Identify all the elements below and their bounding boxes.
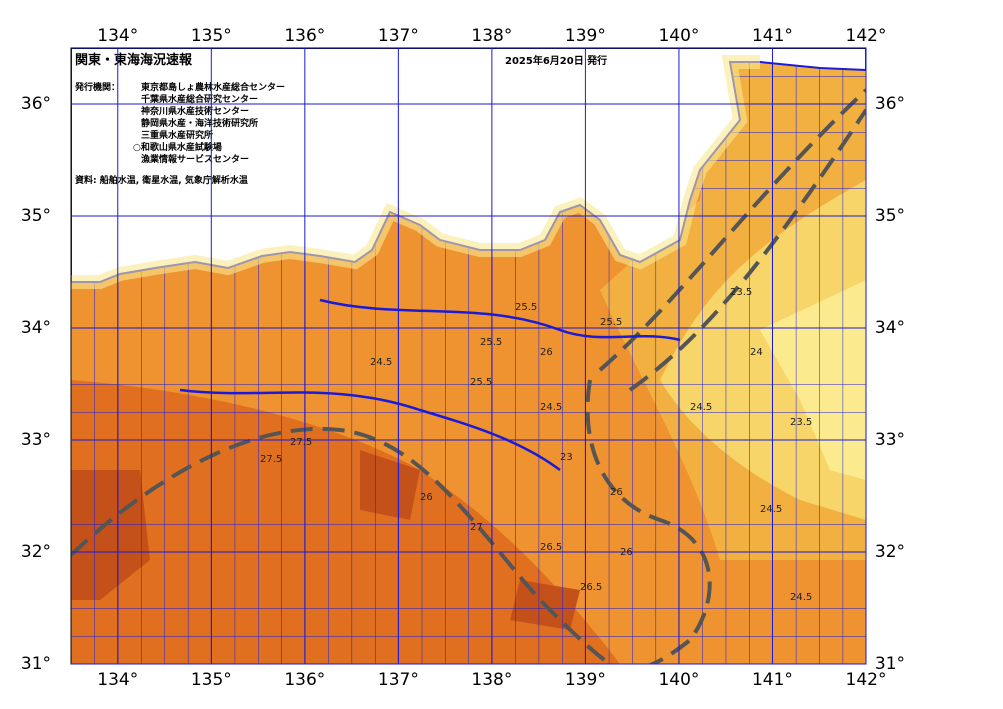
contour-label: 26 (540, 347, 553, 358)
kuroshio-branch (585, 379, 712, 664)
contour-label: 27 (470, 522, 483, 533)
isotherm (179, 298, 681, 472)
contour-labels: 25.5 26 25.5 24.5 25.5 24.5 27.5 27.5 26 26.5 26 27… (260, 287, 812, 603)
contour-label: 24.5 (690, 402, 712, 413)
y-tick-label: 32° (21, 542, 51, 562)
contour-label: 25.5 (515, 302, 537, 313)
contour-label: 26 (420, 492, 433, 503)
x-tick-label: 139° (565, 670, 606, 690)
contour-label: 24.5 (760, 504, 782, 515)
contour-label: 27.5 (260, 454, 282, 465)
x-tick-label: 140° (658, 670, 699, 690)
contour-label: 24.5 (540, 402, 562, 413)
x-tick-label: 141° (752, 670, 793, 690)
x-tick-label: 135° (191, 670, 232, 690)
y-tick-label: 33° (875, 430, 905, 450)
contour-label: 25.5 (470, 377, 492, 388)
kuroshio-north (628, 108, 866, 392)
contour-label: 23 (560, 452, 573, 463)
contour-label: 26.5 (580, 582, 602, 593)
contour-label: 27.5 (290, 437, 312, 448)
x-tick-label: 135° (191, 26, 232, 46)
x-tick-label: 137° (378, 670, 419, 690)
y-tick-label: 33° (21, 430, 51, 450)
axis-ticks: 134° 134° 135° 135° 136° 136° 137° 137° 138° 138°… (21, 26, 905, 690)
contour-label: 25.5 (600, 317, 622, 328)
contour-label: 26.5 (540, 542, 562, 553)
contour-label: 23.5 (790, 417, 812, 428)
y-tick-label: 34° (21, 318, 51, 338)
agency: ○和歌山県水産試験場 (133, 141, 222, 153)
x-tick-label: 140° (658, 26, 699, 46)
kuroshio-north-2 (598, 88, 866, 372)
y-tick-label: 31° (21, 654, 51, 674)
x-tick-label: 134° (97, 670, 138, 690)
x-tick-label: 134° (97, 26, 138, 46)
x-tick-label: 139° (565, 26, 606, 46)
x-tick-label: 137° (378, 26, 419, 46)
y-tick-label: 36° (875, 94, 905, 114)
x-tick-label: 136° (284, 26, 325, 46)
y-tick-label: 34° (875, 318, 905, 338)
source: 資料: 船舶水温, 衛星水温, 気象庁解析水温 (75, 174, 248, 186)
y-tick-label: 31° (875, 654, 905, 674)
agency: 東京都島しょ農林水産総合センター (141, 81, 285, 93)
y-tick-label: 36° (21, 94, 51, 114)
agency-list: 東京都島しょ農林水産総合センター千葉県水産総合研究センター神奈川県水産技術センタ… (133, 81, 285, 165)
contour-label: 25.5 (480, 337, 502, 348)
contour-label: 24 (750, 347, 763, 358)
x-tick-label: 138° (471, 26, 512, 46)
y-tick-label: 35° (21, 206, 51, 226)
agency: 三重県水産研究所 (141, 129, 213, 141)
agency: 静岡県水産・海洋技術研究所 (141, 117, 258, 129)
x-tick-label: 136° (284, 670, 325, 690)
x-tick-label: 138° (471, 670, 512, 690)
agency: 漁業情報サービスセンター (141, 153, 249, 165)
contour-label: 26 (620, 547, 633, 558)
contour-label: 24.5 (790, 592, 812, 603)
contour-label: 26 (610, 487, 623, 498)
map-area (71, 48, 866, 664)
map-title: 関東・東海海況速報 (75, 52, 193, 68)
agencies-heading: 発行機関： (74, 81, 120, 93)
agency: 千葉県水産総合研究センター (141, 93, 258, 105)
agency: 神奈川県水産技術センター (141, 105, 249, 117)
x-tick-label: 142° (846, 26, 887, 46)
x-tick-label: 141° (752, 26, 793, 46)
y-tick-label: 32° (875, 542, 905, 562)
kuroshio-axis (71, 426, 614, 664)
x-tick-label: 142° (846, 670, 887, 690)
contour-label: 23.5 (730, 287, 752, 298)
issue-date: 2025年6月20日 発行 (505, 54, 607, 67)
y-tick-label: 35° (875, 206, 905, 226)
contour-label: 24.5 (370, 357, 392, 368)
